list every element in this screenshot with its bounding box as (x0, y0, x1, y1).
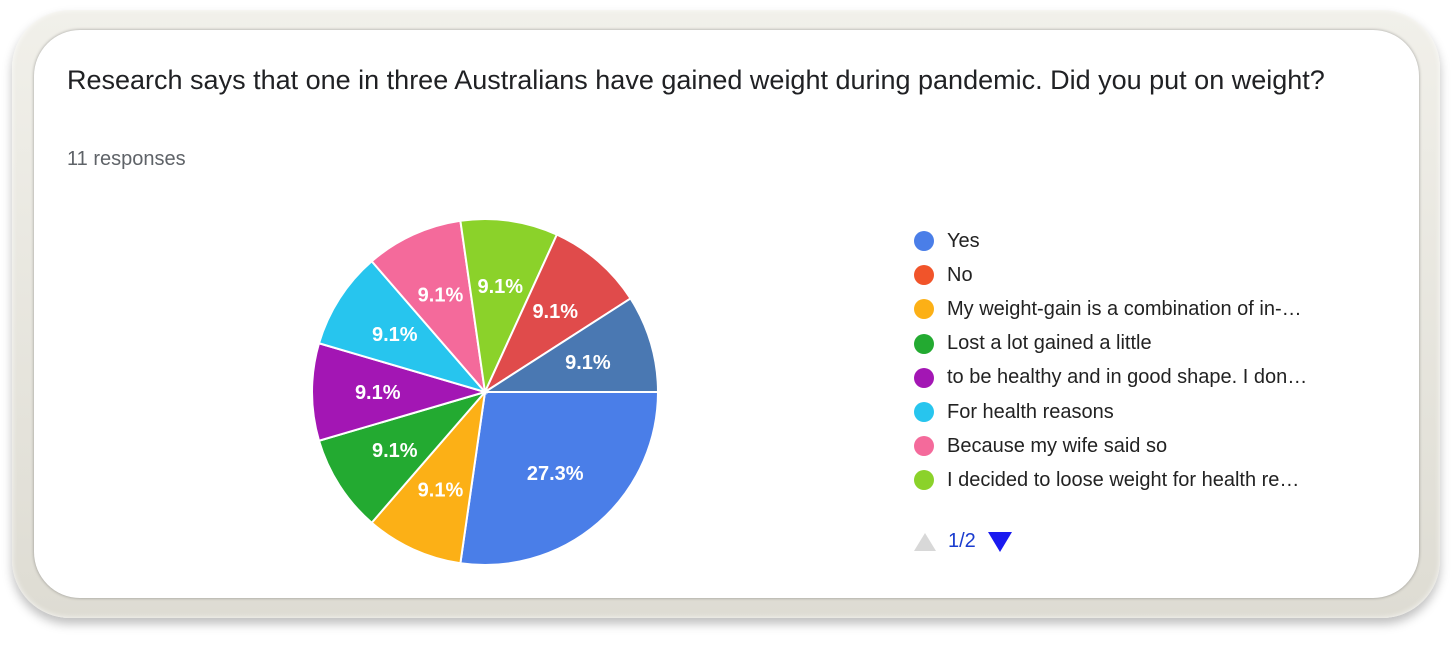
pie-slice-6[interactable] (370, 219, 487, 396)
slice-label-4: 9.1% (355, 382, 401, 404)
legend-swatch (914, 402, 934, 423)
slice-label-7: 9.1% (477, 276, 523, 298)
response-card (34, 30, 1419, 598)
page-indicator: 1/2 (948, 530, 976, 552)
legend-label: I decided to loose weight for health re… (947, 468, 1300, 491)
pie-slice-4[interactable] (311, 342, 489, 442)
pie-slice-9[interactable] (481, 297, 660, 393)
legend-item-6: Because my wife said so (914, 429, 1384, 463)
legend-item-2: My weight-gain is a combination of in-… (914, 292, 1384, 326)
legend-swatch (914, 299, 934, 320)
legend-label: Lost a lot gained a little (947, 332, 1152, 355)
legend-swatch (914, 470, 934, 491)
slice-label-5: 9.1% (372, 324, 418, 346)
previous-page-icon[interactable] (914, 532, 936, 551)
legend-label: Because my wife said so (947, 434, 1168, 457)
pie-slice-8[interactable] (482, 233, 632, 395)
legend-label: to be healthy and in good shape. I don… (947, 366, 1308, 389)
legend-pager: 1/2 (914, 530, 1012, 553)
legend-item-3: Lost a lot gained a little (914, 327, 1384, 361)
slice-label-8: 9.1% (532, 301, 578, 323)
response-count: 11 responses (67, 148, 186, 170)
legend-label: Yes (947, 229, 980, 252)
legend-swatch (914, 231, 934, 252)
legend-swatch (914, 265, 934, 286)
slice-label-3: 9.1% (372, 440, 418, 462)
pie-slice-0[interactable] (459, 391, 660, 566)
legend-item-4: to be healthy and in good shape. I don… (914, 361, 1384, 395)
legend-item-5: For health reasons (914, 395, 1384, 429)
slice-label-6: 9.1% (418, 284, 464, 306)
legend-item-7: I decided to loose weight for health re… (914, 463, 1384, 497)
pie-slice-7[interactable] (459, 218, 559, 396)
question-title: Research says that one in three Australi… (67, 65, 1325, 95)
slice-label-0: 27.3% (527, 463, 584, 485)
legend-swatch (914, 367, 934, 388)
pie-slice-5[interactable] (317, 259, 488, 394)
legend-label: My weight-gain is a combination of in-… (947, 297, 1302, 320)
legend-item-0: Yes (914, 224, 1384, 258)
legend-swatch (914, 436, 934, 457)
pie-slice-3[interactable] (317, 390, 488, 525)
legend-swatch (914, 333, 934, 354)
next-page-icon[interactable] (987, 531, 1012, 552)
slice-label-2: 9.1% (418, 480, 464, 502)
slice-label-9: 9.1% (565, 352, 611, 374)
pie-slice-2[interactable] (370, 388, 487, 565)
legend-label: For health reasons (947, 400, 1114, 423)
legend-label: No (947, 263, 973, 286)
legend-item-1: No (914, 258, 1384, 292)
chart-legend: Yes No My weight-gain is a combination of … (914, 224, 1384, 498)
